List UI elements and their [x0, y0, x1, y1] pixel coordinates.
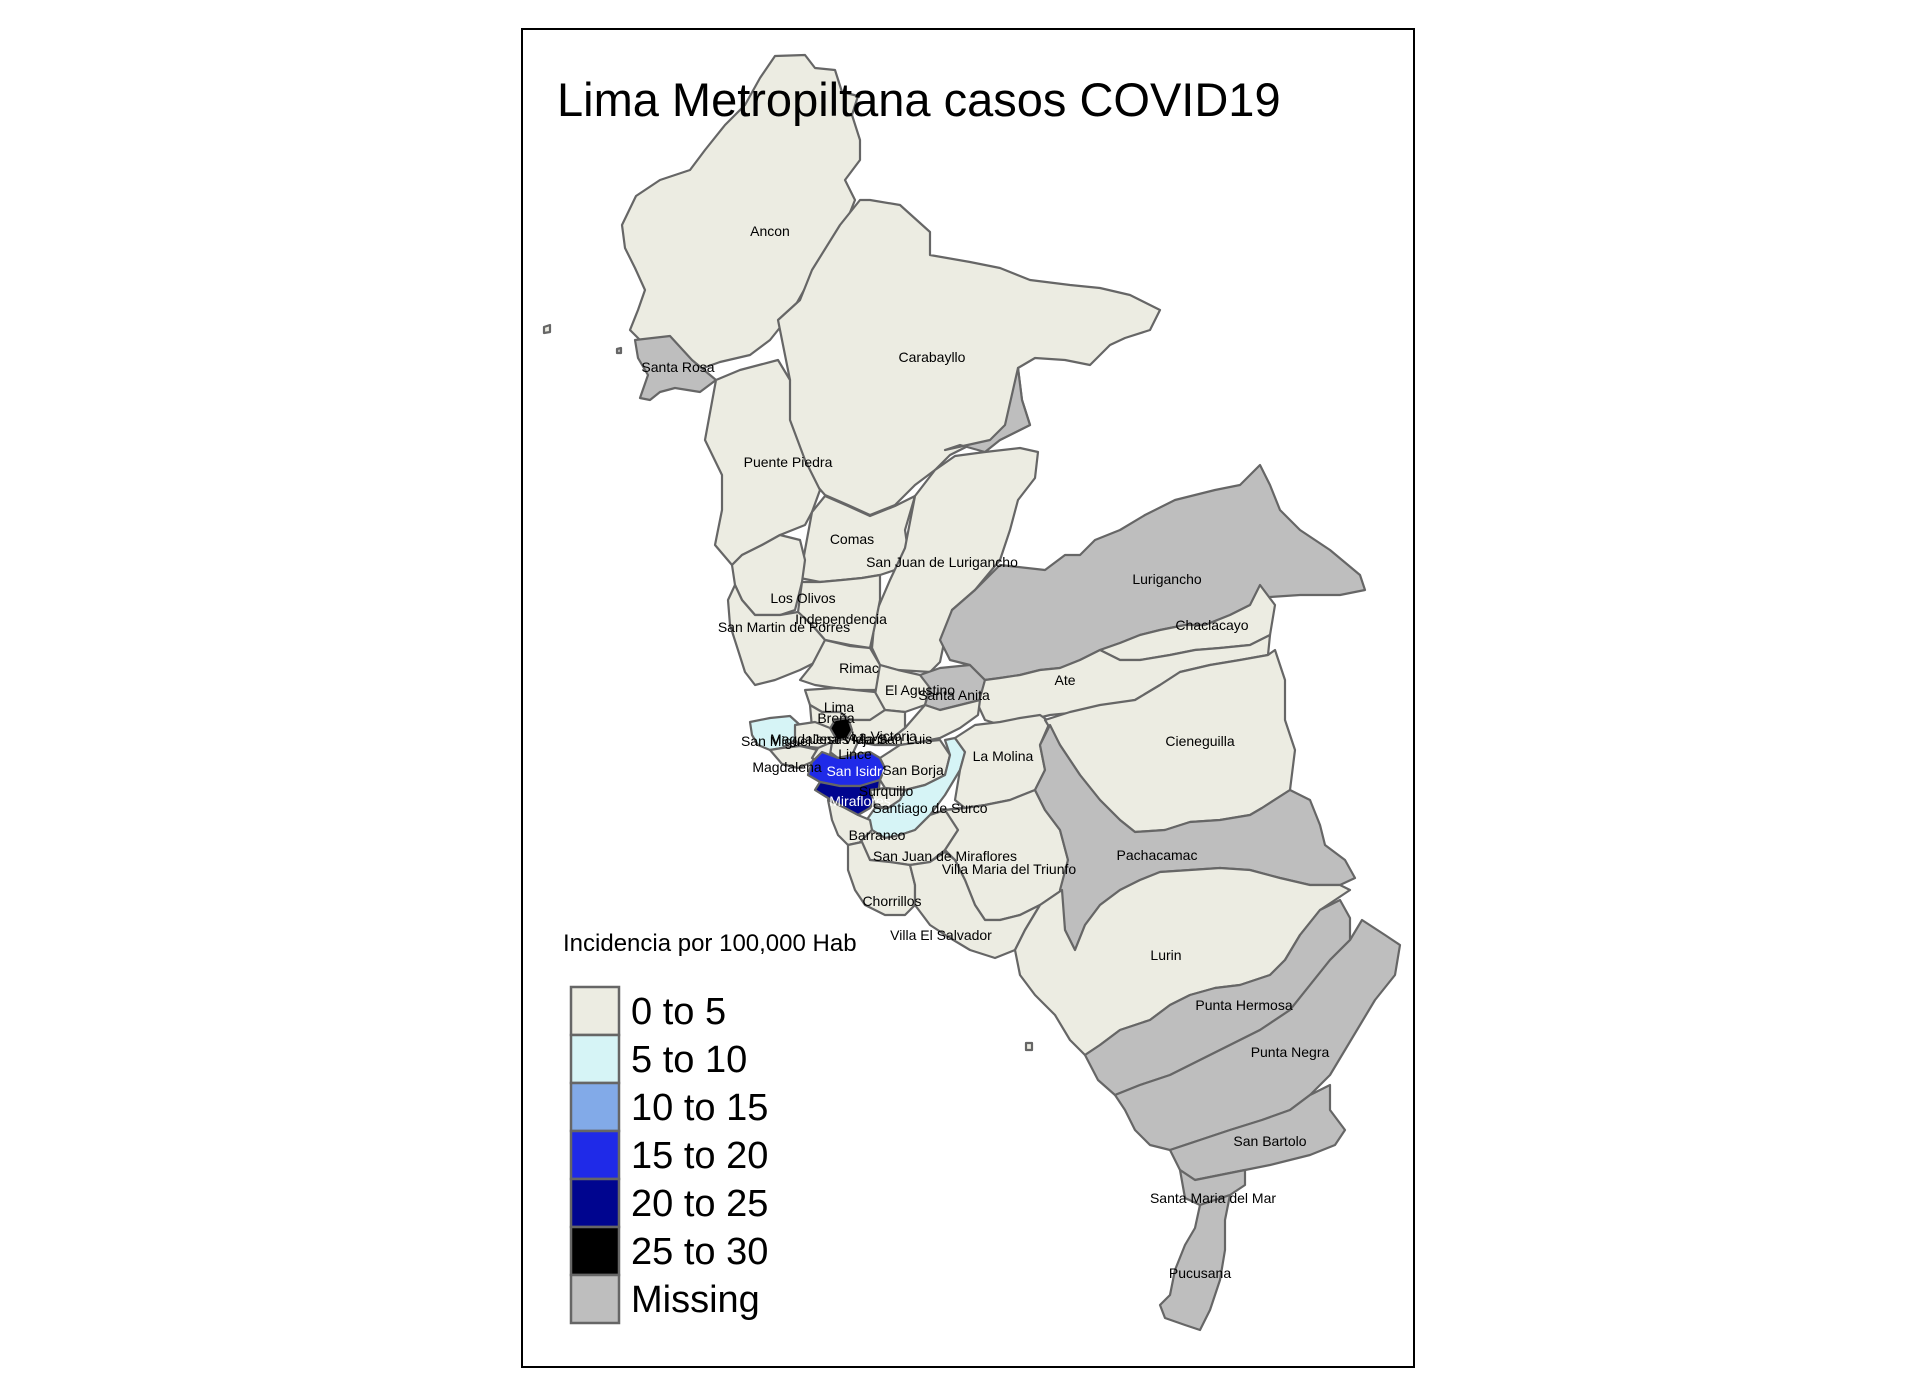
legend-label-6: Missing — [631, 1279, 760, 1321]
district-label-san-miguel: San Miguel — [741, 733, 811, 749]
district-label-comas: Comas — [830, 531, 874, 547]
district-label-ate: Ate — [1054, 672, 1075, 688]
district-label-magdalena: Magdalena — [752, 759, 821, 775]
district-label-san-martin-de-porres: San Martin de Porres — [718, 619, 850, 635]
island-2 — [615, 346, 623, 355]
district-label-san-juan-de-miraflores: San Juan de Miraflores — [873, 848, 1017, 864]
island-3 — [1024, 1041, 1034, 1052]
district-label-la-victoria: La Victoria — [851, 728, 917, 744]
legend-label-4: 20 to 25 — [631, 1183, 768, 1225]
legend-swatch-5 — [569, 1225, 621, 1277]
legend-label-3: 15 to 20 — [631, 1135, 768, 1177]
district-layer — [542, 53, 1402, 1332]
district-puente-piedra[interactable] — [703, 358, 822, 567]
district-label-layer: Ancon Santa Rosa Carabayllo Puente Piedra Co… — [641, 223, 1329, 1281]
legend-swatch-2 — [569, 1081, 621, 1133]
island-1 — [542, 323, 552, 335]
legend: 0 to 5 5 to 10 10 to 15 15 to 20 20 to 25 25 … — [569, 985, 768, 1325]
legend-swatch-4 — [569, 1177, 621, 1229]
map-title: Lima Metropiltana casos COVID19 — [557, 73, 1281, 126]
district-label-villa-el-salvador: Villa El Salvador — [890, 927, 992, 943]
district-label-villa-maria-del-triunfo: Villa Maria del Triunfo — [942, 861, 1077, 877]
district-label-miraflores: Miraflores — [829, 793, 890, 809]
legend-label-1: 5 to 10 — [631, 1039, 747, 1081]
district-label-chorrillos: Chorrillos — [862, 893, 921, 909]
district-label-san-bartolo: San Bartolo — [1233, 1133, 1306, 1149]
district-santa-rosa[interactable] — [633, 334, 718, 402]
legend-label-5: 25 to 30 — [631, 1231, 768, 1273]
district-label-surquillo: Surquillo — [859, 783, 914, 799]
district-label-punta-hermosa: Punta Hermosa — [1195, 997, 1292, 1013]
legend-swatch-1 — [569, 1033, 621, 1085]
district-label-lima: Lima — [824, 699, 855, 715]
legend-title: Incidencia por 100,000 Hab — [563, 930, 857, 957]
district-label-la-molina: La Molina — [973, 748, 1034, 764]
district-label-el-agustino: El Agustino — [885, 682, 955, 698]
district-san-miguel[interactable] — [748, 714, 802, 752]
district-ancon[interactable] — [620, 53, 862, 388]
district-label-puente-piedra: Puente Piedra — [744, 454, 833, 470]
district-label-pachacamac: Pachacamac — [1117, 847, 1198, 863]
district-label-lurin: Lurin — [1150, 947, 1181, 963]
district-label-san-isidro: San Isidro — [826, 763, 889, 779]
district-label-bre-a: Breña — [817, 710, 855, 726]
district-miraflores[interactable] — [813, 778, 882, 817]
district-label-santa-anita: Santa Anita — [918, 687, 990, 703]
district-label-santa-rosa: Santa Rosa — [641, 359, 714, 375]
district-label-barranco: Barranco — [849, 827, 906, 843]
legend-label-0: 0 to 5 — [631, 991, 726, 1033]
district-smp[interactable] — [726, 583, 827, 687]
district-label-santa-maria-del-mar: Santa Maria del Mar — [1150, 1190, 1276, 1206]
district-label-jesus-maria: Jesus Maria — [812, 731, 888, 747]
district-label-cieneguilla: Cieneguilla — [1165, 733, 1234, 749]
legend-swatch-3 — [569, 1129, 621, 1181]
legend-swatch-6 — [569, 1273, 621, 1325]
legend-label-2: 10 to 15 — [631, 1087, 768, 1129]
district-label-punta-negra: Punta Negra — [1251, 1044, 1330, 1060]
district-label-santiago-de-surco: Santiago de Surco — [872, 800, 987, 816]
district-label-chaclacayo: Chaclacayo — [1175, 617, 1248, 633]
district-label-pucusana: Pucusana — [1169, 1265, 1231, 1281]
district-label-los-olivos: Los Olivos — [770, 590, 835, 606]
district-label-san-luis: San Luis — [878, 731, 932, 747]
district-label-san-borja: San Borja — [882, 762, 944, 778]
district-label-san-juan-de-lurigancho: San Juan de Lurigancho — [866, 554, 1018, 570]
district-label-ancon: Ancon — [750, 223, 790, 239]
district-label-lince: Lince — [838, 746, 872, 762]
district-label-independencia: Independencia — [795, 611, 887, 627]
district-label-rimac: Rimac — [839, 660, 879, 676]
district-label-magdalena-vieja: Magdalena Vieja — [770, 731, 874, 747]
district-santa-maria-del-mar[interactable] — [1178, 1168, 1247, 1207]
district-pucusana[interactable] — [1158, 1193, 1232, 1332]
district-label-carabayllo: Carabayllo — [899, 349, 966, 365]
legend-swatch-0 — [569, 985, 621, 1037]
district-label-lurigancho: Lurigancho — [1132, 571, 1201, 587]
